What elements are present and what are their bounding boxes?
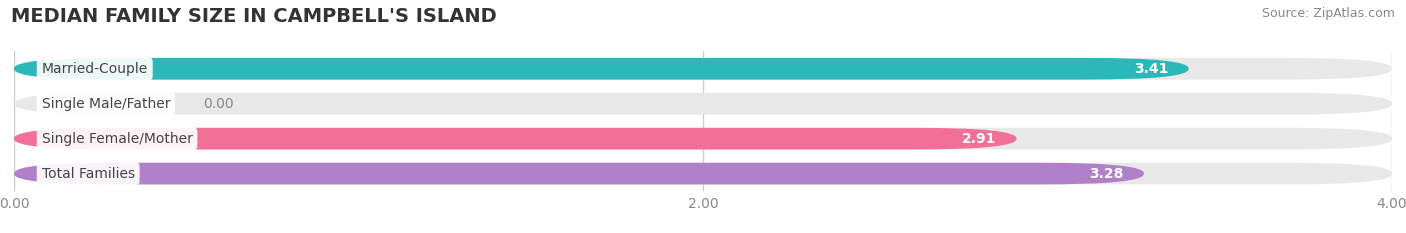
Text: 2.91: 2.91 [962,132,995,146]
Text: Source: ZipAtlas.com: Source: ZipAtlas.com [1261,7,1395,20]
Text: Married-Couple: Married-Couple [42,62,148,76]
FancyBboxPatch shape [14,163,1144,185]
Text: 3.28: 3.28 [1088,167,1123,181]
FancyBboxPatch shape [14,128,1017,150]
Text: 0.00: 0.00 [204,97,235,111]
Text: 3.41: 3.41 [1133,62,1168,76]
FancyBboxPatch shape [14,58,1188,80]
Text: Single Male/Father: Single Male/Father [42,97,170,111]
FancyBboxPatch shape [14,128,1392,150]
FancyBboxPatch shape [14,58,1392,80]
Text: Single Female/Mother: Single Female/Mother [42,132,193,146]
Text: MEDIAN FAMILY SIZE IN CAMPBELL'S ISLAND: MEDIAN FAMILY SIZE IN CAMPBELL'S ISLAND [11,7,496,26]
FancyBboxPatch shape [14,163,1392,185]
Text: Total Families: Total Families [42,167,135,181]
FancyBboxPatch shape [14,93,1392,115]
